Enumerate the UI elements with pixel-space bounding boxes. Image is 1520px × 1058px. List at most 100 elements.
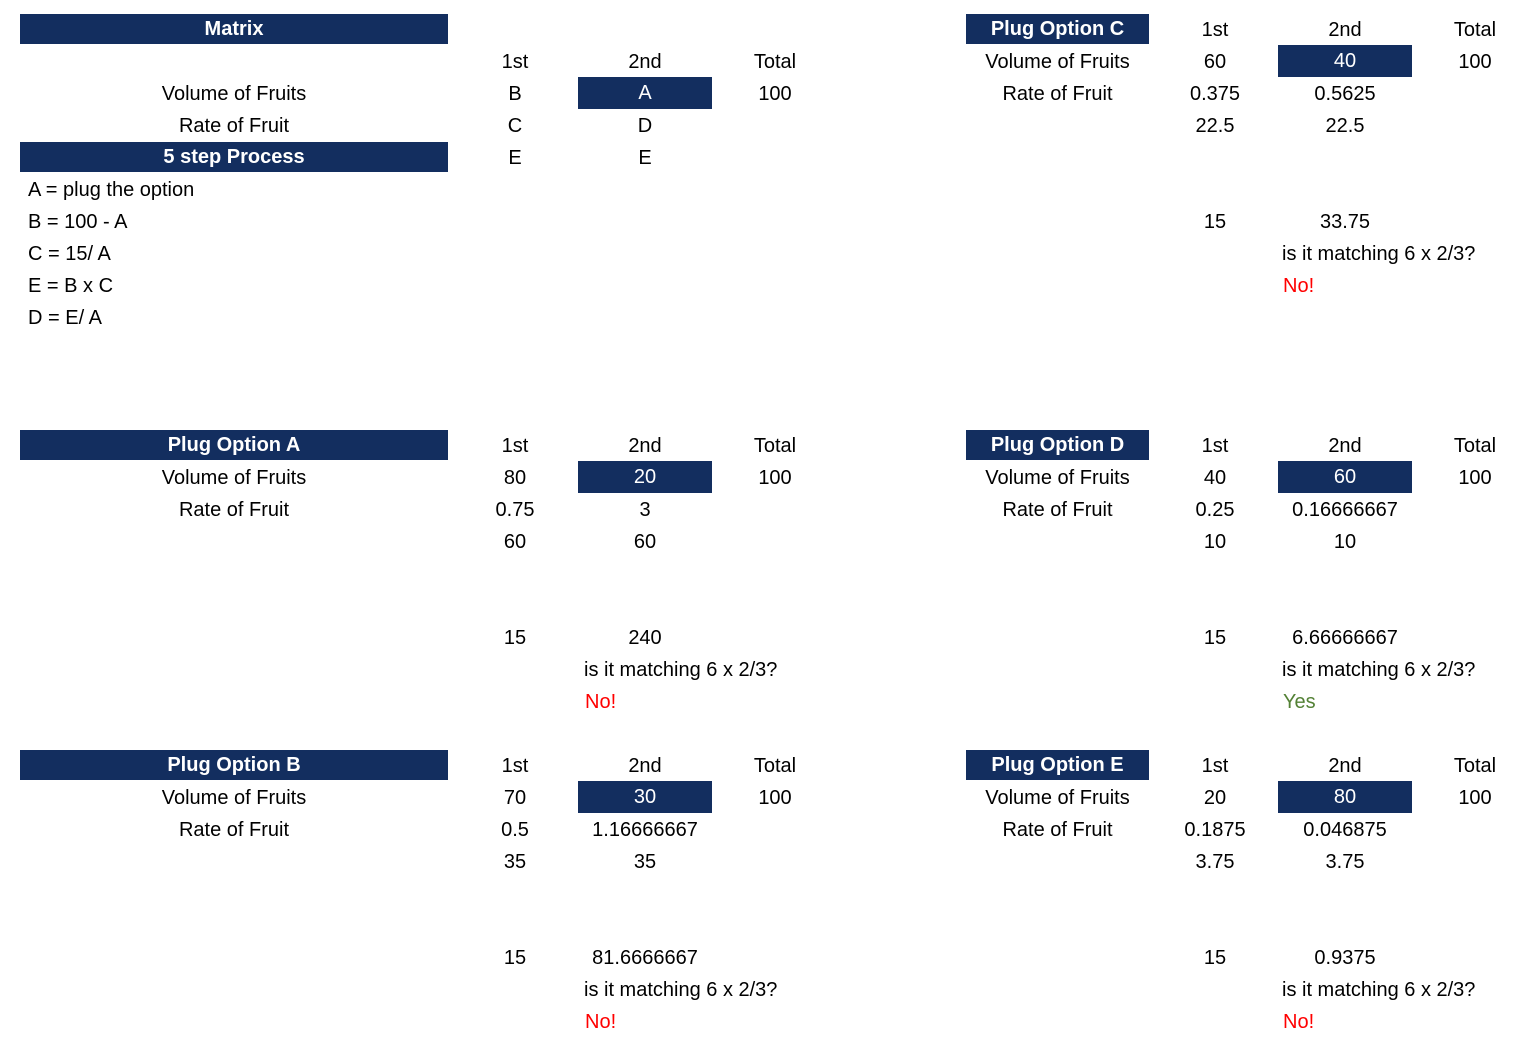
- option-b-col-header-total: Total: [753, 755, 797, 777]
- option-c-volume-2nd-highlight-cell: 40: [1278, 45, 1412, 77]
- option-c-col-header-total: Total: [1453, 19, 1497, 41]
- option-c-extra-2nd-cell: 22.5: [1325, 115, 1365, 137]
- option-e-title-bar: Plug Option E: [966, 750, 1149, 780]
- matrix-rate-2nd-cell: D: [637, 115, 653, 137]
- option-c-col-header-2nd: 2nd: [1328, 19, 1362, 41]
- option-e-volume-1st-cell: 20: [1203, 787, 1227, 809]
- option-e-extra-1st-cell: 3.75: [1195, 851, 1235, 873]
- option-b-title-bar: Plug Option B: [20, 750, 448, 780]
- process-step-3: C = 15/ A: [28, 243, 111, 265]
- matrix-volume-2nd-highlight-cell: A: [578, 77, 712, 109]
- option-e-extra-2nd-cell: 3.75: [1325, 851, 1365, 873]
- option-d-volume-1st-cell: 40: [1203, 467, 1227, 489]
- matrix-volume-total-cell: 100: [758, 83, 792, 105]
- option-b-extra-2nd-cell: 35: [633, 851, 657, 873]
- option-e-volume-total-cell: 100: [1458, 787, 1492, 809]
- option-c-col-header-1st: 1st: [1201, 19, 1229, 41]
- matrix-col-header-1st: 1st: [501, 51, 529, 73]
- option-b-verdict-text: No!: [585, 1011, 617, 1033]
- option-d-volume-total-cell: 100: [1458, 467, 1492, 489]
- option-a-rate-1st-cell: 0.75: [495, 499, 535, 521]
- option-c-volume-total-cell: 100: [1458, 51, 1492, 73]
- option-a-verdict-text: No!: [585, 691, 617, 713]
- option-c-title-bar: Plug Option C: [966, 14, 1149, 44]
- process-step-5: D = E/ A: [28, 307, 102, 329]
- option-e-verdict-text: No!: [1283, 1011, 1315, 1033]
- option-a-col-header-2nd: 2nd: [628, 435, 662, 457]
- option-b-volume-2nd-highlight-cell: 30: [578, 781, 712, 813]
- option-e-rate-1st-cell: 0.1875: [1184, 819, 1246, 841]
- option-d-rate-1st-cell: 0.25: [1195, 499, 1235, 521]
- option-e-rate-2nd-cell: 0.046875: [1303, 819, 1387, 841]
- option-a-volume-1st-cell: 80: [503, 467, 527, 489]
- option-c-extra-1st-cell: 22.5: [1195, 115, 1235, 137]
- matrix-volume-1st-cell: B: [508, 83, 522, 105]
- option-a-col-header-total: Total: [753, 435, 797, 457]
- option-d-col-header-total: Total: [1453, 435, 1497, 457]
- option-b-check-2nd-cell: 81.6666667: [592, 947, 698, 969]
- option-e-check-1st-cell: 15: [1203, 947, 1227, 969]
- option-e-rate-label: Rate of Fruit: [1002, 819, 1113, 841]
- option-b-question-text: is it matching 6 x 2/3?: [584, 979, 778, 1001]
- option-a-col-header-1st: 1st: [501, 435, 529, 457]
- option-c-volume-label: Volume of Fruits: [985, 51, 1130, 73]
- option-e-question-text: is it matching 6 x 2/3?: [1282, 979, 1476, 1001]
- option-b-check-1st-cell: 15: [503, 947, 527, 969]
- matrix-title-bar: Matrix: [20, 14, 448, 44]
- option-e-check-2nd-cell: 0.9375: [1314, 947, 1376, 969]
- option-d-col-header-1st: 1st: [1201, 435, 1229, 457]
- process-step-1: A = plug the option: [28, 179, 195, 201]
- option-d-rate-2nd-cell: 0.16666667: [1292, 499, 1398, 521]
- matrix-rate-1st-cell: C: [507, 115, 523, 137]
- option-e-volume-2nd-highlight-cell: 80: [1278, 781, 1412, 813]
- process-step-4: E = B x C: [28, 275, 114, 297]
- option-d-question-text: is it matching 6 x 2/3?: [1282, 659, 1476, 681]
- option-d-title-bar: Plug Option D: [966, 430, 1149, 460]
- process-step-2: B = 100 - A: [28, 211, 128, 233]
- option-e-col-header-2nd: 2nd: [1328, 755, 1362, 777]
- option-c-check-1st-cell: 15: [1203, 211, 1227, 233]
- option-a-extra-1st-cell: 60: [503, 531, 527, 553]
- option-c-rate-1st-cell: 0.375: [1189, 83, 1241, 105]
- matrix-extra-1st-cell: E: [508, 147, 522, 169]
- option-b-rate-2nd-cell: 1.16666667: [592, 819, 698, 841]
- option-e-volume-label: Volume of Fruits: [985, 787, 1130, 809]
- option-b-rate-1st-cell: 0.5: [501, 819, 529, 841]
- option-a-check-2nd-cell: 240: [628, 627, 662, 649]
- process-title-bar: 5 step Process: [20, 142, 448, 172]
- option-b-volume-label: Volume of Fruits: [161, 787, 307, 809]
- option-a-extra-2nd-cell: 60: [633, 531, 657, 553]
- option-b-rate-label: Rate of Fruit: [178, 819, 290, 841]
- option-c-volume-1st-cell: 60: [1203, 51, 1227, 73]
- option-d-check-2nd-cell: 6.66666667: [1292, 627, 1398, 649]
- option-c-question-text: is it matching 6 x 2/3?: [1282, 243, 1476, 265]
- option-a-volume-total-cell: 100: [758, 467, 792, 489]
- option-b-volume-total-cell: 100: [758, 787, 792, 809]
- matrix-rate-label: Rate of Fruit: [178, 115, 290, 137]
- option-e-col-header-1st: 1st: [1201, 755, 1229, 777]
- option-a-check-1st-cell: 15: [503, 627, 527, 649]
- option-d-verdict-text: Yes: [1283, 691, 1316, 713]
- option-d-check-1st-cell: 15: [1203, 627, 1227, 649]
- matrix-col-header-2nd: 2nd: [628, 51, 662, 73]
- option-d-rate-label: Rate of Fruit: [1002, 499, 1113, 521]
- option-a-title-bar: Plug Option A: [20, 430, 448, 460]
- option-d-col-header-2nd: 2nd: [1328, 435, 1362, 457]
- option-b-col-header-1st: 1st: [501, 755, 529, 777]
- option-d-volume-2nd-highlight-cell: 60: [1278, 461, 1412, 493]
- matrix-extra-2nd-cell: E: [638, 147, 652, 169]
- matrix-volume-label: Volume of Fruits: [161, 83, 307, 105]
- option-c-check-2nd-cell: 33.75: [1319, 211, 1371, 233]
- option-a-volume-2nd-highlight-cell: 20: [578, 461, 712, 493]
- option-a-question-text: is it matching 6 x 2/3?: [584, 659, 778, 681]
- option-c-rate-label: Rate of Fruit: [1002, 83, 1113, 105]
- matrix-col-header-total: Total: [753, 51, 797, 73]
- option-e-col-header-total: Total: [1453, 755, 1497, 777]
- option-d-volume-label: Volume of Fruits: [985, 467, 1130, 489]
- option-b-volume-1st-cell: 70: [503, 787, 527, 809]
- option-c-rate-2nd-cell: 0.5625: [1314, 83, 1376, 105]
- option-d-extra-1st-cell: 10: [1203, 531, 1227, 553]
- option-a-rate-label: Rate of Fruit: [178, 499, 290, 521]
- option-c-verdict-text: No!: [1283, 275, 1315, 297]
